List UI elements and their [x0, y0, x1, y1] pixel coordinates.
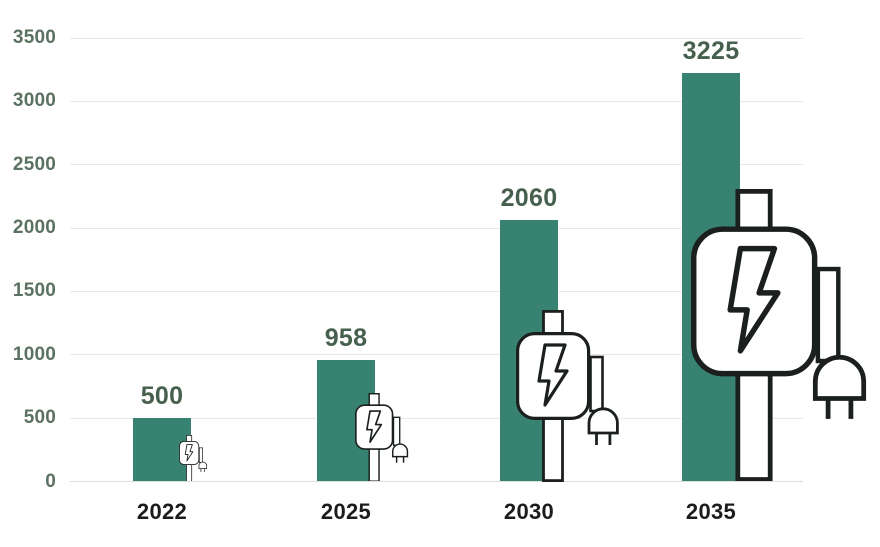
- charger-cable: [198, 447, 203, 463]
- charger-plug: [587, 406, 619, 434]
- charger-plug-prongs: [200, 468, 205, 472]
- y-axis-tick-label: 2000: [12, 217, 56, 239]
- x-axis-label: 2025: [320, 499, 372, 524]
- gridline: [70, 290, 803, 292]
- gridline: [70, 100, 803, 102]
- y-axis-tick-label: 0: [45, 470, 56, 492]
- charger-plug-prongs: [395, 456, 405, 463]
- x-axis-label: 2030: [503, 499, 555, 524]
- y-axis-tick-label: 2500: [12, 153, 56, 175]
- gridline: [70, 354, 803, 356]
- bar-value-label: 958: [324, 324, 368, 353]
- y-axis-tick-label: 3000: [12, 90, 56, 112]
- gridline: [70, 417, 803, 419]
- ev-charger-icon: [354, 392, 409, 482]
- bar-value-label: 2060: [500, 184, 558, 213]
- gridline: [70, 227, 803, 229]
- charger-plug-prongs: [595, 432, 612, 445]
- ev-charger-icon: [690, 188, 867, 482]
- charger-plug: [812, 354, 867, 401]
- charger-plug: [198, 461, 207, 469]
- ev-charger-icon: [178, 434, 207, 482]
- lightning-bolt-icon: [727, 245, 781, 354]
- lightning-bolt-icon: [365, 409, 383, 443]
- charger-plug: [391, 442, 409, 457]
- y-axis-tick-label: 3500: [12, 27, 56, 48]
- x-axis-label: 2022: [136, 499, 188, 524]
- gridline: [70, 37, 803, 39]
- lightning-bolt-icon: [537, 342, 569, 407]
- bar-value-label: 500: [140, 382, 184, 411]
- bar-value-label: 3225: [682, 36, 740, 65]
- y-axis-tick-label: 1500: [12, 280, 56, 302]
- gridline: [70, 481, 803, 482]
- ev-charger-icon: [516, 309, 619, 482]
- charger-cable: [589, 355, 604, 412]
- charger-cable: [392, 416, 401, 446]
- charger-cable: [815, 266, 841, 363]
- lightning-bolt-icon: [184, 443, 194, 461]
- y-axis-tick-label: 1000: [12, 343, 56, 365]
- gridline: [70, 164, 803, 166]
- charger-plug-prongs: [825, 398, 854, 419]
- y-axis-tick-label: 500: [23, 407, 56, 429]
- x-axis-label: 2035: [685, 499, 737, 524]
